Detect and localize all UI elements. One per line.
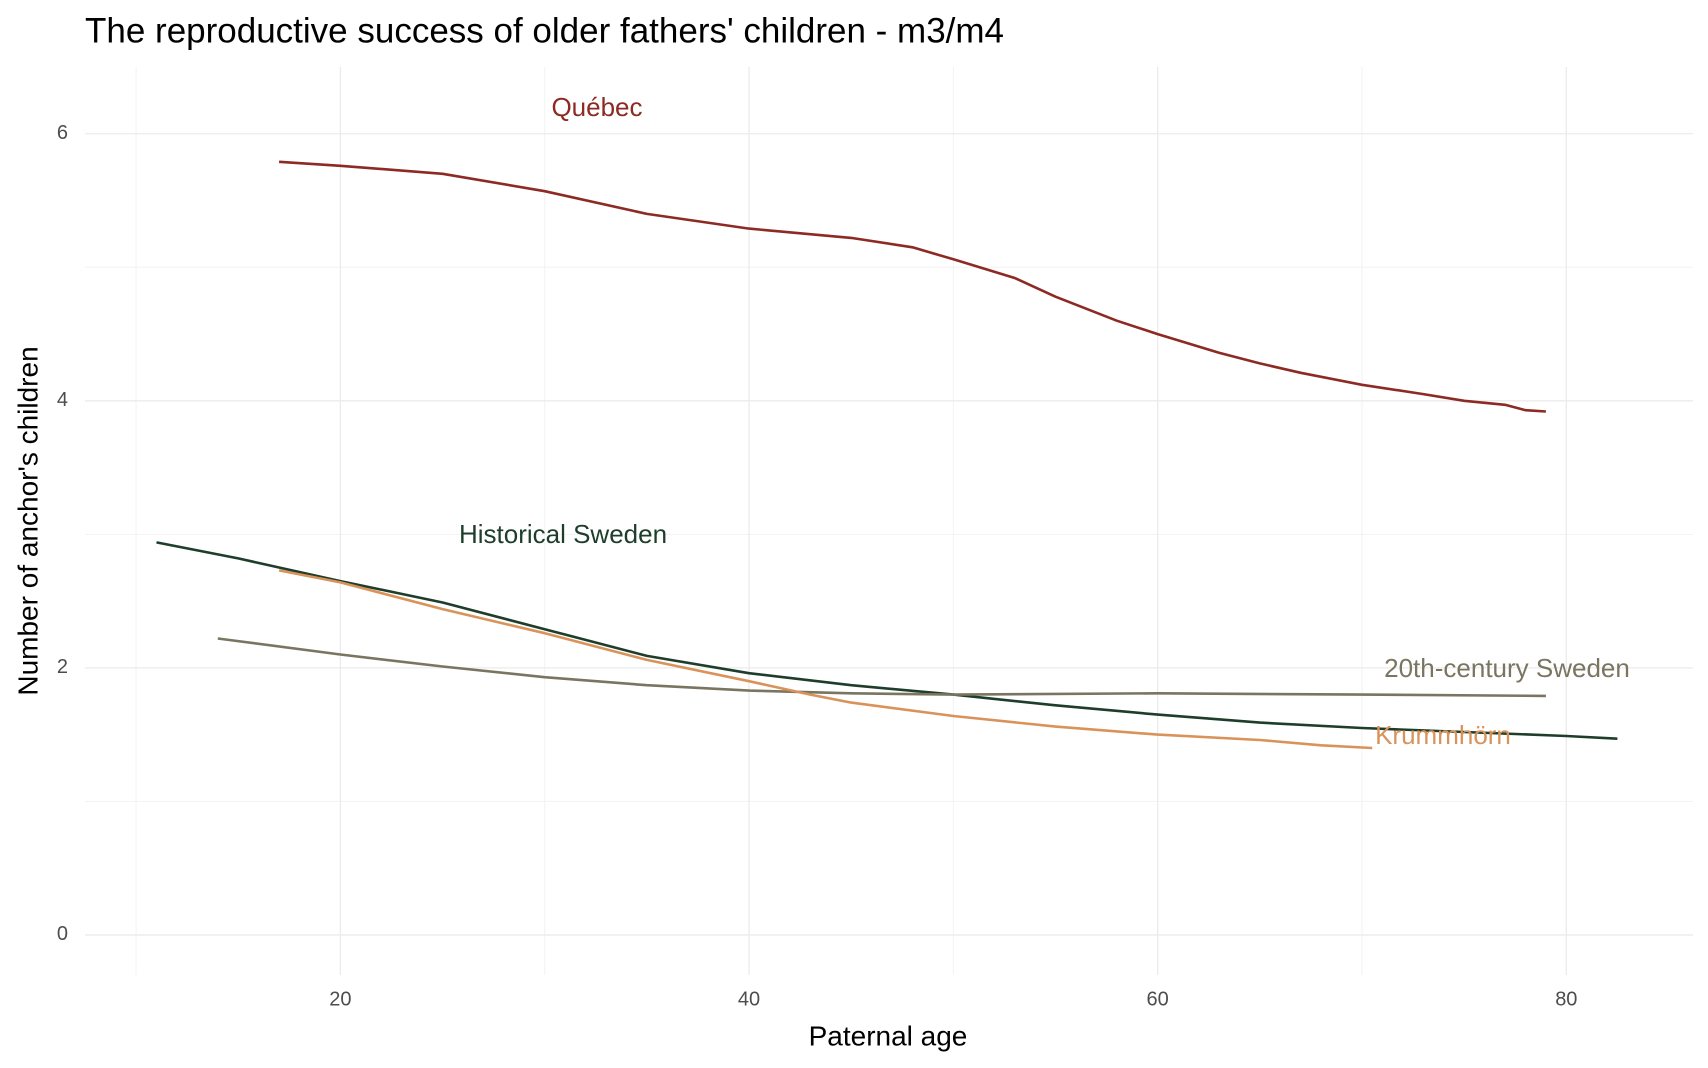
y-tick-label: 6 xyxy=(57,122,68,144)
series-label: Historical Sweden xyxy=(459,519,667,549)
x-tick-label: 40 xyxy=(738,988,760,1010)
x-tick-label: 60 xyxy=(1147,988,1169,1010)
y-tick-label: 2 xyxy=(57,656,68,678)
series-label: Krummhörn xyxy=(1375,720,1511,750)
lines xyxy=(156,160,1618,750)
series-line xyxy=(156,541,1618,740)
y-axis-title: Number of anchor's children xyxy=(12,346,43,695)
chart-title: The reproductive success of older father… xyxy=(85,11,1004,50)
series-label: Québec xyxy=(551,92,642,122)
series-line xyxy=(279,160,1546,413)
grid xyxy=(85,67,1693,975)
x-axis-title: Paternal age xyxy=(809,1020,968,1051)
x-tick-label: 20 xyxy=(329,988,351,1010)
series-line xyxy=(217,637,1546,698)
y-tick-label: 4 xyxy=(57,389,68,411)
series-label: 20th-century Sweden xyxy=(1384,653,1630,683)
series-line xyxy=(278,569,1373,750)
y-tick-label: 0 xyxy=(57,923,68,945)
x-tick-label: 80 xyxy=(1555,988,1577,1010)
